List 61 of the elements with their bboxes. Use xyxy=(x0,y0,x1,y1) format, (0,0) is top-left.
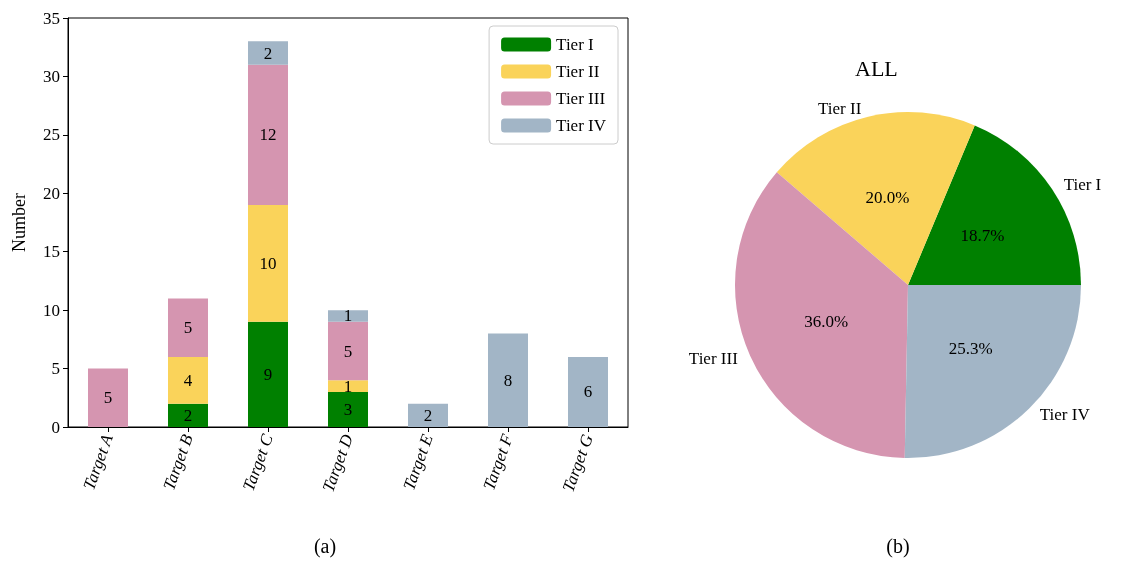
data-label: 5 xyxy=(103,388,113,408)
data-label: 1 xyxy=(343,306,353,326)
x-tick-label: Target E xyxy=(399,431,438,493)
x-tick-label: Target F xyxy=(479,431,518,493)
bar xyxy=(408,403,448,427)
legend-label: Tier I xyxy=(556,35,595,54)
bar xyxy=(328,310,368,322)
legend-label: Tier II xyxy=(556,62,600,81)
bar xyxy=(328,321,368,381)
data-label: 10 xyxy=(259,253,277,273)
x-tick-label: Target B xyxy=(159,431,198,493)
legend-label: Tier IV xyxy=(556,116,607,135)
y-tick-label: 15 xyxy=(43,242,60,262)
slice-label: Tier I xyxy=(1063,175,1102,195)
data-label: 2 xyxy=(183,405,193,425)
bar xyxy=(488,333,528,427)
y-tick-label: 25 xyxy=(43,125,60,145)
slice-label: Tier II xyxy=(818,99,862,119)
x-tick-label: Target A xyxy=(79,431,118,493)
data-label: 12 xyxy=(259,125,277,145)
legend-label: Tier III xyxy=(556,89,606,108)
chart-title: ALL xyxy=(855,55,898,81)
bar xyxy=(248,64,288,205)
data-label: 4 xyxy=(183,370,193,390)
data-label: 3 xyxy=(343,399,353,419)
x-tick-label: Target C xyxy=(238,431,278,494)
data-label: 18.7% xyxy=(960,225,1005,245)
data-label: 25.3% xyxy=(948,339,993,359)
slice-label: Tier IV xyxy=(1039,404,1091,424)
data-label: 5 xyxy=(343,341,353,361)
y-tick-label: 5 xyxy=(51,359,60,379)
data-label: 8 xyxy=(503,370,513,390)
y-axis-title: Number xyxy=(9,193,29,252)
data-label: 2 xyxy=(263,43,273,63)
y-tick-label: 30 xyxy=(43,66,60,86)
data-label: 2 xyxy=(423,405,433,425)
bar xyxy=(168,298,208,357)
data-label: 5 xyxy=(183,318,193,338)
x-tick-label: Target G xyxy=(558,431,597,495)
y-tick-label: 20 xyxy=(43,183,60,203)
bar xyxy=(248,204,288,322)
bar xyxy=(328,391,368,427)
y-tick-label: 35 xyxy=(43,8,60,28)
data-label: 1 xyxy=(343,376,353,396)
data-label: 9 xyxy=(263,364,273,384)
bar xyxy=(168,403,208,427)
y-tick-label: 10 xyxy=(43,300,60,320)
bar xyxy=(248,41,288,65)
bar xyxy=(168,356,208,404)
bar xyxy=(568,356,608,427)
data-label: 36.0% xyxy=(804,312,849,332)
bar xyxy=(88,368,128,427)
bar xyxy=(328,380,368,392)
data-label: 20.0% xyxy=(865,188,910,208)
x-tick-label: Target D xyxy=(318,431,358,495)
data-label: 6 xyxy=(583,382,593,402)
text: (b) xyxy=(886,535,910,558)
slice-label: Tier III xyxy=(688,349,739,369)
y-tick-label: 0 xyxy=(51,417,60,437)
bar xyxy=(248,321,288,427)
text: (a) xyxy=(313,535,337,558)
